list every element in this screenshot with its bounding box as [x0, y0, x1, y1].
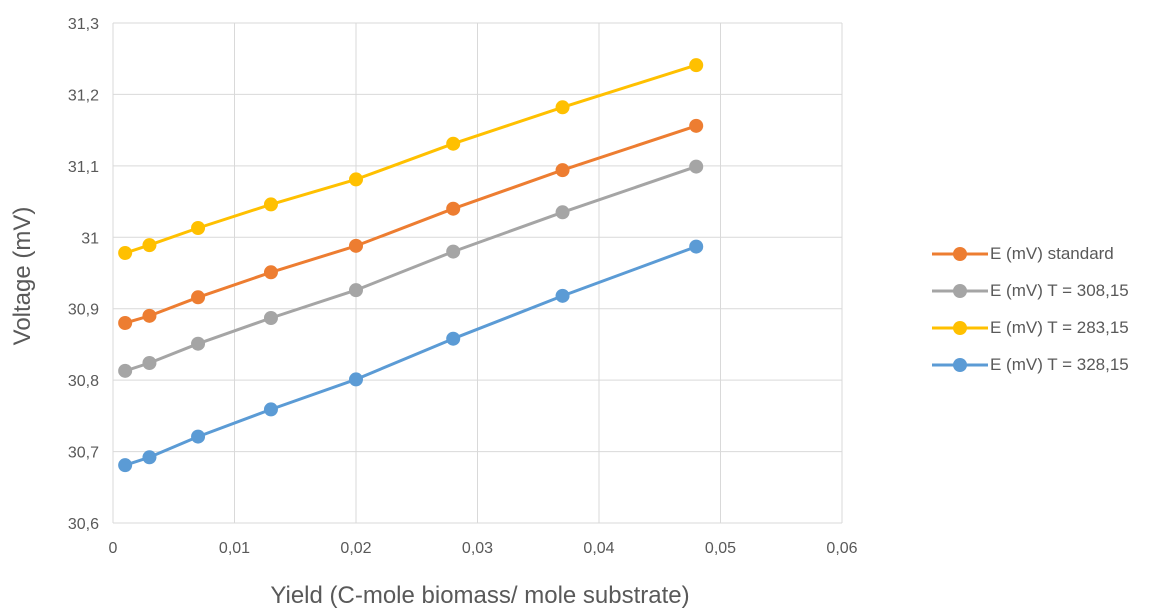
series-line — [123, 124, 698, 325]
data-point — [555, 100, 570, 115]
data-point — [446, 244, 461, 259]
legend-swatch-marker — [953, 358, 967, 372]
data-point — [349, 372, 363, 387]
data-point — [446, 331, 461, 346]
data-point — [446, 136, 461, 151]
legend-label: E (mV) T = 283,15 — [990, 318, 1129, 337]
data-point — [349, 238, 363, 253]
series-e-mv-t-283-15 — [118, 58, 704, 260]
data-point — [118, 316, 133, 330]
series-line — [123, 245, 698, 467]
series-line — [123, 63, 698, 255]
legend-item: E (mV) T = 283,15 — [930, 310, 1165, 346]
x-tick-label: 0,04 — [583, 540, 614, 557]
gridlines — [112, 22, 843, 524]
data-point — [689, 58, 704, 73]
data-point — [349, 172, 363, 187]
data-point — [555, 205, 570, 220]
y-tick-label: 30,7 — [68, 445, 99, 462]
data-point — [118, 246, 133, 260]
x-tick-label: 0,02 — [340, 540, 371, 557]
legend-label: E (mV) T = 328,15 — [990, 355, 1129, 374]
legend-item: E (mV) standard — [930, 236, 1165, 272]
data-point — [191, 221, 206, 235]
data-point — [142, 356, 157, 370]
x-tick-label: 0,05 — [705, 540, 736, 557]
data-point — [263, 402, 278, 417]
legend-label: E (mV) T = 308,15 — [990, 281, 1129, 300]
legend-swatch-marker — [953, 247, 967, 261]
y-tick-label: 31,2 — [68, 87, 99, 104]
series-e-mv-t-328-15 — [118, 239, 704, 473]
x-tick-label: 0,01 — [219, 540, 250, 557]
data-point — [349, 283, 363, 298]
data-point — [689, 118, 704, 133]
data-point — [191, 290, 206, 305]
data-point — [446, 201, 461, 216]
data-point — [142, 308, 157, 323]
data-point — [191, 429, 206, 444]
legend-swatch — [932, 247, 988, 261]
y-tick-label: 31,1 — [68, 159, 99, 176]
legend-swatch-marker — [953, 284, 967, 298]
data-point — [263, 311, 278, 325]
data-point — [263, 265, 278, 280]
series-line — [123, 165, 698, 373]
x-tick-label: 0,06 — [826, 540, 857, 557]
x-tick-label: 0,03 — [462, 540, 493, 557]
legend-swatch-marker — [953, 321, 967, 335]
legend-swatch — [932, 358, 988, 372]
y-tick-label: 31 — [81, 230, 99, 247]
data-point — [555, 163, 570, 178]
y-axis-title: Voltage (mV) — [9, 207, 36, 346]
x-tick-label: 0 — [109, 540, 118, 557]
legend-item: E (mV) T = 308,15 — [930, 273, 1165, 309]
data-point — [689, 159, 704, 174]
data-point — [142, 450, 157, 465]
data-point — [142, 238, 157, 253]
y-tick-label: 31,3 — [68, 16, 99, 33]
legend-item: E (mV) T = 328,15 — [930, 347, 1165, 383]
data-point — [555, 288, 570, 303]
series-e-mv-t-308-15 — [118, 159, 704, 378]
legend-label: E (mV) standard — [990, 244, 1114, 263]
data-point — [689, 239, 704, 254]
legend: E (mV) standard E (mV) T = 308,15 E (mV) T… — [930, 236, 1165, 384]
data-point — [118, 363, 133, 378]
y-tick-label: 30,9 — [68, 302, 99, 319]
y-tick-label: 30,6 — [68, 516, 99, 533]
x-axis-title: Yield (C-mole biomass/ mole substrate) — [270, 582, 689, 609]
tick-labels: 30,6 30,7 30,8 30,9 31 31,1 31,2 31,3 0 0,01 0,02 0… — [68, 16, 858, 557]
data-point — [191, 336, 206, 351]
data-point — [263, 197, 278, 212]
legend-swatch — [932, 321, 988, 335]
data-point — [118, 458, 133, 473]
y-tick-label: 30,8 — [68, 373, 99, 390]
series-e-mv-standard — [118, 118, 704, 330]
legend-swatch — [932, 284, 988, 298]
series-layer — [118, 58, 704, 473]
